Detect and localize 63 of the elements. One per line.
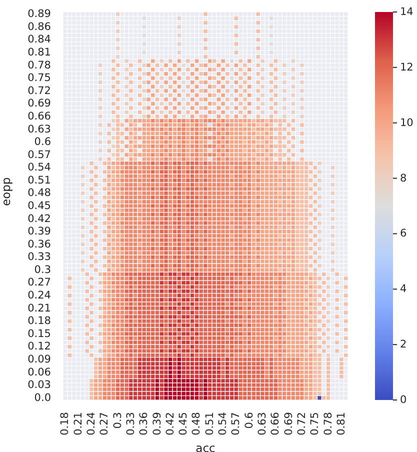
y-tick-label: 0.63	[28, 123, 51, 136]
y-tick-label: 0.75	[28, 72, 51, 84]
y-tick-label: 0.33	[28, 251, 51, 264]
x-tick-label: 0.39	[151, 412, 164, 436]
y-tick-label: 0.81	[28, 46, 51, 59]
x-tick-label: 0.33	[124, 412, 137, 436]
color-bar-label: 10	[400, 116, 414, 129]
y-tick-label: 0.3	[34, 264, 51, 276]
y-tick-label: 0.84	[28, 34, 52, 46]
y-tick-label: 0.78	[28, 59, 51, 72]
y-tick-label: 0.42	[28, 212, 51, 225]
x-tick-label: 0.72	[296, 412, 308, 436]
y-tick-label: 0.72	[28, 84, 51, 97]
y-tick-label: 0.24	[28, 290, 52, 302]
color-bar-label: 12	[400, 61, 414, 74]
x-tick-label: 0.51	[204, 412, 216, 436]
x-tick-label: 0.63	[256, 412, 268, 436]
x-tick-label: 0.45	[178, 412, 190, 436]
y-tick-label: 0.54	[28, 162, 52, 174]
y-axis-title: eopp	[0, 177, 14, 206]
y-tick-label: 0.51	[28, 174, 51, 186]
x-tick-label: 0.75	[309, 412, 322, 436]
y-tick-label: 0.21	[28, 302, 51, 314]
y-tick-label: 0.0	[34, 392, 51, 404]
x-tick-label: 0.42	[164, 412, 176, 436]
x-tick-label: 0.27	[98, 412, 111, 436]
y-tick-label: 0.36	[28, 238, 52, 250]
y-tick-label: 0.66	[28, 110, 52, 122]
y-tick-label: 0.57	[28, 148, 51, 161]
y-tick-label: 0.48	[28, 187, 51, 200]
color-bar-label: 0	[400, 394, 407, 406]
x-tick-label: 0.21	[72, 412, 84, 436]
color-bar-label: 6	[400, 228, 407, 240]
y-tick-label: 0.89	[28, 8, 51, 20]
y-tick-label: 0.27	[28, 276, 51, 289]
x-tick-label: 0.78	[322, 412, 334, 436]
x-tick-label: 0.57	[230, 412, 242, 436]
y-tick-label: 0.39	[28, 226, 51, 238]
y-tick-label: 0.6	[34, 136, 52, 148]
y-tick-label: 0.45	[28, 200, 51, 212]
y-tick-label: 0.03	[28, 379, 51, 392]
x-tick-label: 0.36	[138, 412, 150, 436]
color-bar-label: 4	[400, 283, 407, 296]
color-bar-label: 14	[400, 6, 414, 18]
y-tick-label: 0.18	[28, 315, 51, 328]
x-tick-label: 0.6	[243, 412, 256, 429]
x-tick-label: 0.3	[112, 412, 124, 429]
y-tick-label: 0.15	[28, 328, 51, 340]
y-tick-label: 0.86	[28, 20, 52, 33]
x-tick-label: 0.66	[270, 412, 282, 436]
x-tick-label: 0.18	[59, 412, 72, 436]
y-tick-label: 0.09	[28, 353, 51, 366]
y-tick-label: 0.69	[28, 98, 51, 110]
color-bar-label: 2	[400, 338, 407, 351]
y-tick-label: 0.12	[28, 340, 51, 353]
x-tick-label: 0.48	[190, 412, 203, 436]
x-tick-label: 0.24	[86, 412, 98, 436]
y-tick-label: 0.06	[28, 366, 52, 378]
x-tick-label: 0.81	[335, 412, 348, 436]
x-axis-title: acc	[196, 441, 216, 452]
x-tick-label: 0.69	[282, 412, 295, 436]
color-bar-label: 8	[400, 172, 407, 184]
x-tick-label: 0.54	[217, 412, 230, 436]
